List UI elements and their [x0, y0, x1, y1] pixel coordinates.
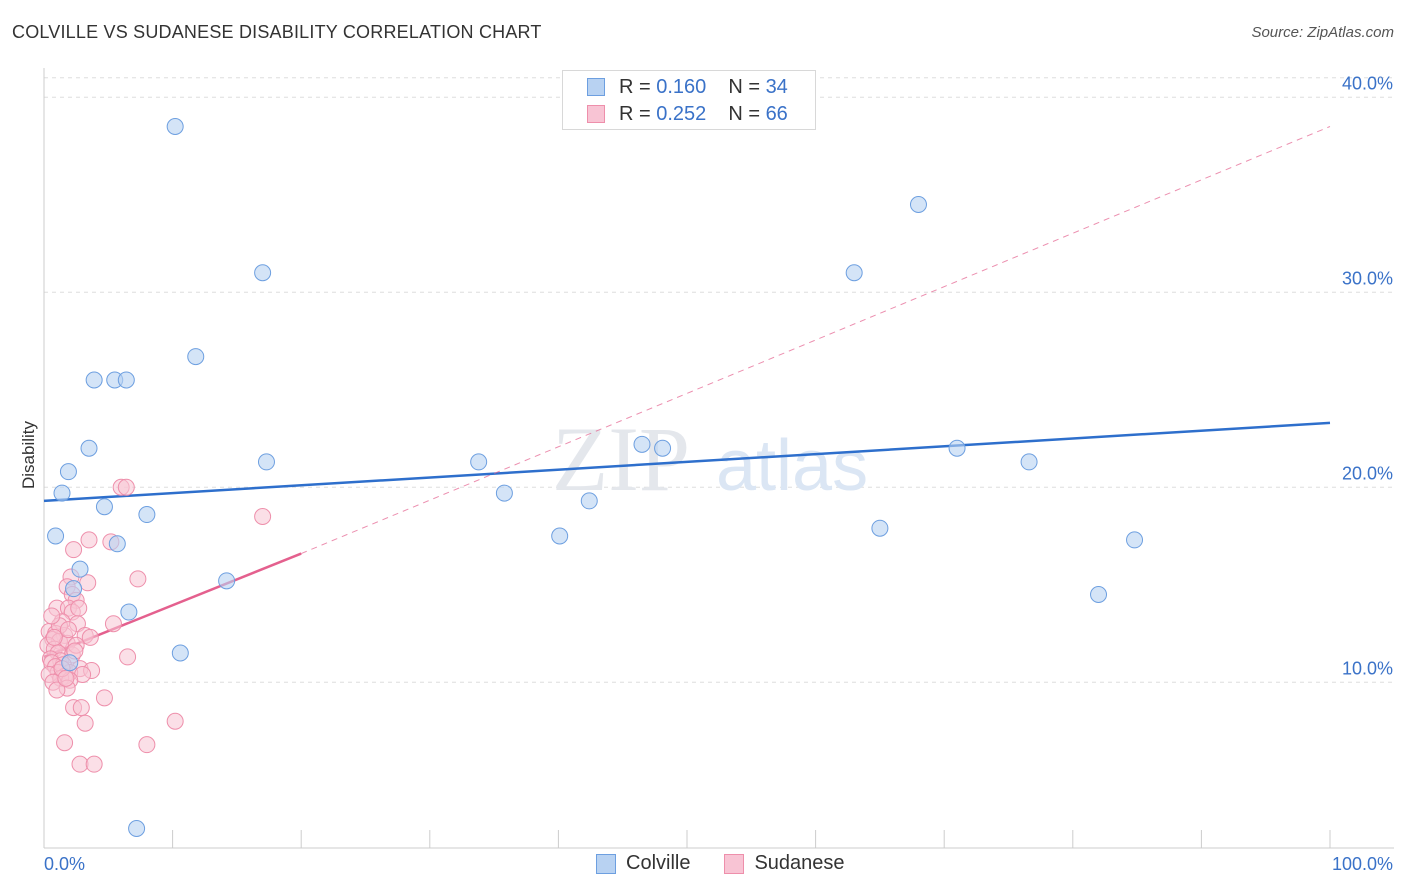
sudanese-point [95, 689, 113, 707]
sudanese-trend-extension [301, 126, 1331, 555]
sudanese-point [70, 599, 88, 617]
legend-item-sudanese: Sudanese [724, 852, 845, 875]
colville-point [257, 453, 275, 471]
colville-point [108, 535, 126, 553]
colville-point [61, 654, 79, 672]
sudanese-point [45, 628, 63, 646]
sudanese-point [65, 541, 83, 559]
n-value: 34 [765, 75, 788, 98]
colville-swatch [596, 853, 616, 874]
colville-point [254, 264, 272, 282]
chart-title: COLVILLE VS SUDANESE DISABILITY CORRELAT… [12, 22, 542, 42]
n-value: 66 [765, 102, 788, 125]
sudanese-point [80, 531, 98, 549]
trend-layer [43, 126, 1331, 659]
colville-point [128, 820, 146, 837]
axes-layer [43, 68, 1394, 849]
colville-point [59, 463, 77, 481]
points-layer [39, 118, 1144, 837]
colville-point [1090, 586, 1108, 603]
sudanese-point [138, 736, 156, 754]
legend-label: Colville [626, 852, 691, 874]
sudanese-point [48, 681, 66, 699]
colville-point [65, 580, 83, 598]
correlation-legend: R = 0.160 N = 34 R = 0.252 N = 66 [562, 70, 816, 130]
sudanese-point [56, 734, 74, 752]
x-tick-label: 100.0% [1332, 854, 1393, 874]
colville-point [53, 484, 71, 502]
colville-point [1126, 531, 1144, 549]
watermark-zip: ZIP [552, 408, 690, 510]
sudanese-point [254, 508, 272, 525]
colville-point [845, 264, 863, 282]
sudanese-point [43, 607, 61, 625]
watermark: ZIP atlas [552, 408, 868, 510]
sudanese-point [117, 478, 135, 496]
colville-point [120, 603, 138, 621]
r-value: 0.160 [656, 75, 707, 98]
y-axis-title: Disability [19, 420, 38, 489]
sudanese-point [57, 669, 75, 687]
colville-point [85, 371, 103, 389]
colville-point [187, 348, 205, 366]
legend-label: Sudanese [754, 852, 845, 874]
legend-row-colville: R = 0.160 N = 34 [587, 75, 788, 99]
sudanese-point [72, 699, 90, 717]
sudanese-point [104, 615, 122, 633]
watermark-atlas: atlas [716, 426, 868, 506]
colville-point [218, 572, 236, 590]
colville-point [580, 492, 598, 510]
colville-point [551, 527, 569, 545]
sudanese-swatch [724, 853, 745, 874]
colville-point [80, 439, 98, 457]
series-legend: Colville Sudanese [596, 852, 879, 875]
r-value: 0.252 [656, 102, 707, 125]
source-label: Source: ZipAtlas.com [1251, 24, 1394, 41]
r-label: R = [619, 75, 651, 98]
y-tick-label: 40.0% [1342, 73, 1393, 93]
sudanese-point [119, 648, 137, 666]
colville-point [71, 560, 89, 578]
sudanese-point [166, 712, 184, 730]
sudanese-point [85, 755, 103, 773]
colville-point [495, 484, 513, 502]
colville-point [171, 644, 189, 662]
labels-layer: 10.0% 20.0% 30.0% 40.0% 0.0% 100.0% [44, 73, 1393, 874]
colville-point [166, 118, 184, 135]
colville-point [948, 439, 966, 457]
sudanese-point [59, 621, 77, 639]
colville-point [47, 527, 65, 545]
sudanese-point [81, 628, 99, 646]
colville-point [470, 453, 488, 471]
colville-point [654, 439, 672, 457]
colville-point [117, 371, 135, 389]
colville-point [1020, 453, 1038, 471]
y-tick-label: 10.0% [1342, 658, 1393, 678]
colville-trend-line [43, 421, 1331, 503]
colville-point [633, 435, 651, 453]
colville-point [871, 519, 889, 537]
x-tick-label: 0.0% [44, 854, 85, 874]
colville-swatch [587, 78, 605, 96]
legend-item-colville: Colville [596, 852, 690, 875]
y-tick-label: 20.0% [1342, 463, 1393, 483]
sudanese-point [71, 755, 89, 773]
y-tick-label: 30.0% [1342, 268, 1393, 288]
n-label: N = [728, 102, 760, 125]
colville-point [138, 506, 156, 524]
colville-point [95, 498, 113, 516]
sudanese-point [129, 570, 147, 588]
legend-row-sudanese: R = 0.252 N = 66 [587, 102, 788, 126]
sudanese-swatch [587, 105, 605, 123]
n-label: N = [728, 75, 760, 98]
r-label: R = [619, 102, 651, 125]
sudanese-point [76, 714, 94, 732]
colville-point [909, 196, 927, 213]
